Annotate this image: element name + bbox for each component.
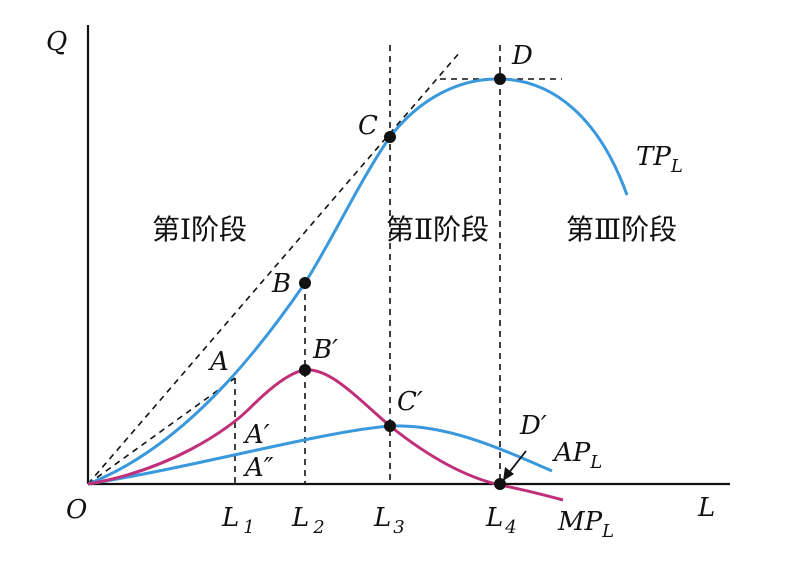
stage-3-label: 第Ⅲ阶段 bbox=[566, 213, 677, 246]
origin-label: O bbox=[66, 495, 87, 525]
label-a-prime: A′ bbox=[243, 420, 270, 450]
point-d bbox=[494, 73, 506, 85]
stage-2-label: 第Ⅱ阶段 bbox=[386, 213, 489, 246]
tp-label: TPL bbox=[636, 142, 683, 177]
point-c-prime bbox=[384, 420, 396, 432]
point-c bbox=[384, 131, 396, 143]
tp-curve bbox=[87, 77, 629, 486]
label-d: D bbox=[511, 41, 533, 71]
label-b-prime: B′ bbox=[312, 335, 338, 365]
label-a: A bbox=[208, 347, 229, 377]
arrow-head bbox=[503, 467, 514, 481]
mp-label: MPL bbox=[557, 507, 614, 542]
label-c: C bbox=[358, 111, 378, 141]
label-a-double-prime: A″ bbox=[243, 453, 274, 483]
ap-curve bbox=[87, 424, 553, 486]
stage-1-label: 第Ⅰ阶段 bbox=[152, 213, 247, 246]
label-c-prime: C′ bbox=[397, 387, 423, 417]
point-d-prime bbox=[494, 478, 506, 490]
label-b: B bbox=[271, 269, 291, 299]
point-b-prime bbox=[299, 364, 311, 376]
ray-oa bbox=[87, 377, 236, 485]
y-axis-label: Q bbox=[46, 27, 67, 57]
label-d-prime: D′ bbox=[519, 411, 547, 441]
x-axis-label: L bbox=[697, 493, 715, 523]
tangent-ray-oc bbox=[87, 51, 461, 485]
ap-label: APL bbox=[552, 438, 602, 473]
arrow-to-d-prime bbox=[507, 450, 527, 475]
point-b bbox=[299, 277, 311, 289]
